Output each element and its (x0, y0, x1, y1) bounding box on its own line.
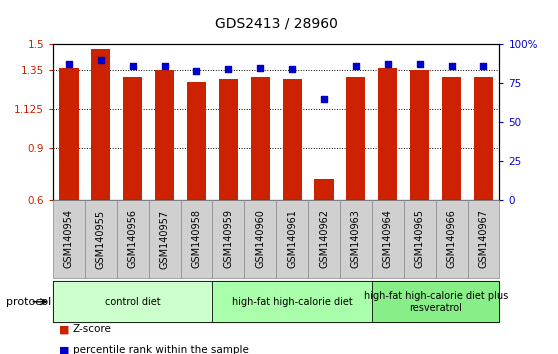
Bar (436, 200, 468, 278)
Bar (155, 70, 174, 304)
Bar (53, 200, 85, 278)
Point (256, 65, 264, 70)
Bar (219, 79, 238, 304)
Bar (410, 70, 429, 304)
Bar (276, 200, 308, 278)
Bar (85, 200, 117, 278)
Bar (59, 68, 79, 304)
Bar (347, 77, 365, 304)
Bar (187, 82, 206, 304)
Bar (181, 200, 213, 278)
Bar (117, 200, 148, 278)
Point (160, 63, 169, 69)
Bar (92, 50, 110, 304)
Bar (404, 200, 436, 278)
Bar (442, 77, 461, 304)
Text: percentile rank within the sample: percentile rank within the sample (73, 346, 248, 354)
Text: Z-score: Z-score (73, 324, 112, 334)
Text: GSM140961: GSM140961 (287, 210, 297, 268)
Text: high-fat high-calorie diet: high-fat high-calorie diet (232, 297, 353, 307)
Text: GSM140955: GSM140955 (96, 209, 106, 269)
Text: high-fat high-calorie diet plus
resveratrol: high-fat high-calorie diet plus resverat… (363, 291, 508, 313)
Bar (53, 281, 213, 322)
Point (383, 62, 392, 67)
Text: GSM140963: GSM140963 (351, 210, 361, 268)
Bar (468, 200, 499, 278)
Bar (251, 77, 270, 304)
Point (65, 62, 74, 67)
Text: GSM140960: GSM140960 (255, 210, 265, 268)
Bar (244, 200, 276, 278)
Text: GSM140962: GSM140962 (319, 210, 329, 268)
Text: GSM140954: GSM140954 (64, 210, 74, 268)
Point (479, 63, 488, 69)
Bar (315, 179, 334, 304)
Bar (213, 200, 244, 278)
Bar (372, 281, 499, 322)
Point (352, 63, 360, 69)
Text: GDS2413 / 28960: GDS2413 / 28960 (215, 16, 338, 30)
Point (415, 62, 424, 67)
Text: protocol: protocol (6, 297, 51, 307)
Point (320, 96, 329, 102)
Bar (474, 77, 493, 304)
Text: GSM140958: GSM140958 (191, 210, 201, 268)
Bar (372, 200, 404, 278)
Point (224, 66, 233, 72)
Text: GSM140964: GSM140964 (383, 210, 393, 268)
Bar (378, 68, 397, 304)
Point (97, 57, 105, 63)
Bar (213, 281, 372, 322)
Bar (340, 200, 372, 278)
Text: ■: ■ (59, 346, 69, 354)
Text: GSM140959: GSM140959 (223, 210, 233, 268)
Bar (308, 200, 340, 278)
Bar (148, 200, 181, 278)
Text: ■: ■ (59, 324, 69, 334)
Bar (123, 77, 142, 304)
Text: GSM140956: GSM140956 (128, 210, 138, 268)
Text: GSM140965: GSM140965 (415, 210, 425, 268)
Text: GSM140966: GSM140966 (446, 210, 456, 268)
Bar (282, 79, 302, 304)
Point (288, 66, 297, 72)
Text: control diet: control diet (105, 297, 161, 307)
Text: GSM140957: GSM140957 (160, 209, 170, 269)
Point (192, 68, 201, 74)
Point (128, 63, 137, 69)
Text: GSM140967: GSM140967 (478, 210, 488, 268)
Point (447, 63, 456, 69)
